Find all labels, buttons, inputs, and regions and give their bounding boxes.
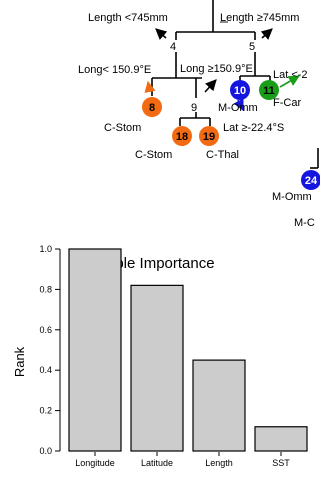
- split-label-lat-lt: Lat <-2: [273, 69, 308, 81]
- leaf-node-18-number: 18: [176, 131, 188, 143]
- leaf-node-11: [259, 80, 279, 100]
- y-axis-label: Rank: [12, 346, 27, 377]
- split-label-long-lt: Long< 150.9°E: [78, 64, 151, 76]
- classification-tree: [144, 0, 319, 169]
- split-label-length-ge: Length ≥745mm: [220, 12, 299, 24]
- x-tick-label-latitude: Latitude: [141, 458, 173, 468]
- y-tick-label: 0.4: [39, 365, 52, 375]
- node-number-9: 9: [191, 102, 197, 114]
- split-label-length-lt: Length <745mm: [88, 12, 168, 24]
- leaf-node-10: [230, 80, 250, 100]
- leaf-node-19: [199, 126, 219, 146]
- split-label-lat-ge: Lat ≥-22.4°S: [223, 122, 284, 134]
- y-tick-label: 0.2: [39, 406, 52, 416]
- leaf-node-24-number: 24: [305, 175, 318, 187]
- leaf-8-class: C-Stom: [104, 122, 141, 134]
- leaf-node-24: [301, 170, 320, 190]
- leaf-mc-class: M-C: [294, 217, 315, 229]
- leaf-node-19-number: 19: [203, 131, 215, 143]
- leaf-24-class: M-Omm: [272, 191, 312, 203]
- bar-sst: [254, 426, 308, 452]
- leaf-node-18: [172, 126, 192, 146]
- y-tick-label: 0.6: [39, 325, 52, 335]
- y-axis-ticks: 0.0 0.2 0.4 0.6 0.8 1.0: [39, 244, 60, 456]
- bar-longitude: [68, 248, 122, 452]
- tree-arrow: [204, 79, 217, 93]
- node-number-4: 4: [170, 41, 176, 53]
- tree-arrow-blue: [233, 98, 244, 112]
- leaf-node-10-number: 10: [234, 85, 246, 97]
- leaf-19-class: C-Thal: [206, 149, 239, 161]
- bars: [68, 248, 308, 452]
- x-tick-label-sst: SST: [272, 458, 290, 468]
- leaf-node-11-number: 11: [263, 85, 275, 97]
- x-axis-tick-labels: Longitude Latitude Length SST: [75, 452, 290, 468]
- tree-arrow-green: [279, 75, 300, 88]
- y-tick-label: 0.0: [39, 446, 52, 456]
- leaf-10-class: M-Omm: [218, 102, 258, 114]
- bar-length: [192, 359, 246, 452]
- x-tick-label-longitude: Longitude: [75, 458, 115, 468]
- tree-arrow: [155, 28, 168, 40]
- y-tick-label: 1.0: [39, 244, 52, 254]
- node-number-5: 5: [249, 41, 255, 53]
- leaf-node-8: [142, 97, 162, 117]
- split-label-long-ge: Long ≥150.9°E: [180, 63, 253, 75]
- y-tick-label: 0.8: [39, 284, 52, 294]
- leaf-node-8-number: 8: [149, 102, 155, 114]
- tree-arrow-orange: [144, 80, 156, 93]
- x-tick-label-length: Length: [205, 458, 233, 468]
- leaf-11-class: F-Car: [273, 97, 301, 109]
- leaf-18-class: C-Stom: [135, 149, 172, 161]
- variable-importance-chart: Variable Importance Rank 0.00.20.40.60.8…: [12, 244, 308, 468]
- bar-latitude: [130, 284, 184, 452]
- tree-arrow: [260, 28, 273, 40]
